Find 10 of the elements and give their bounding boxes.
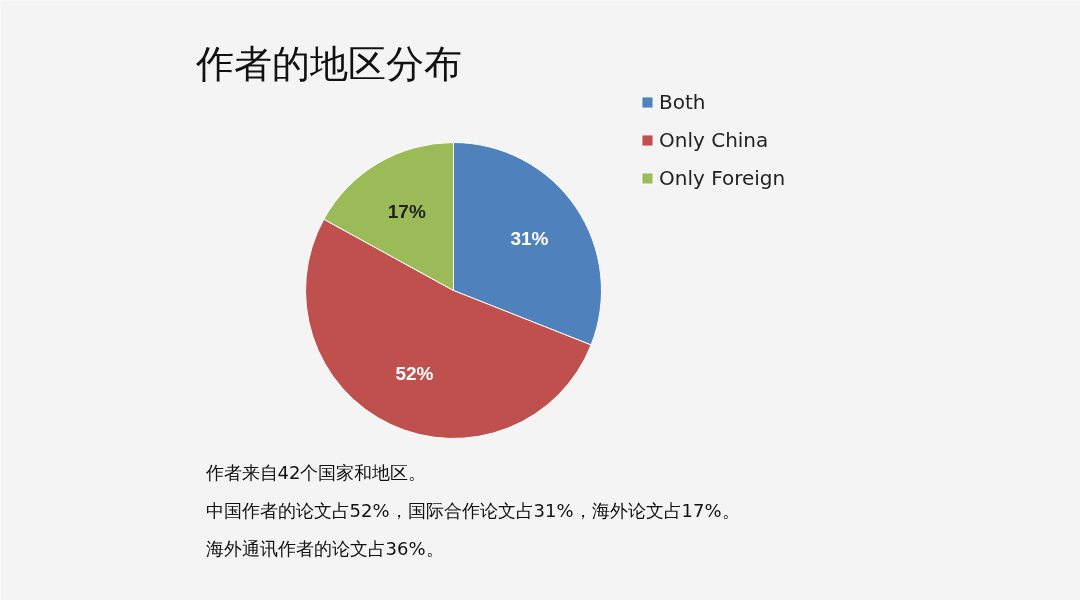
legend-label: Both — [659, 90, 706, 114]
legend-label: Only China — [659, 128, 769, 152]
chart-title: 作者的地区分布 — [194, 41, 462, 86]
data-label: 31% — [510, 228, 549, 250]
data-label: 52% — [395, 363, 434, 385]
text: 作者来自42个国家和地区。 — [204, 462, 427, 483]
legend-label: Only Foreign — [659, 166, 786, 190]
text: 海外通讯作者的论文占36%。 — [205, 538, 444, 559]
data-label: 17% — [387, 201, 426, 223]
text: 中国作者的论文占52%，国际合作论文占31%，海外论文占17%。 — [205, 500, 740, 521]
